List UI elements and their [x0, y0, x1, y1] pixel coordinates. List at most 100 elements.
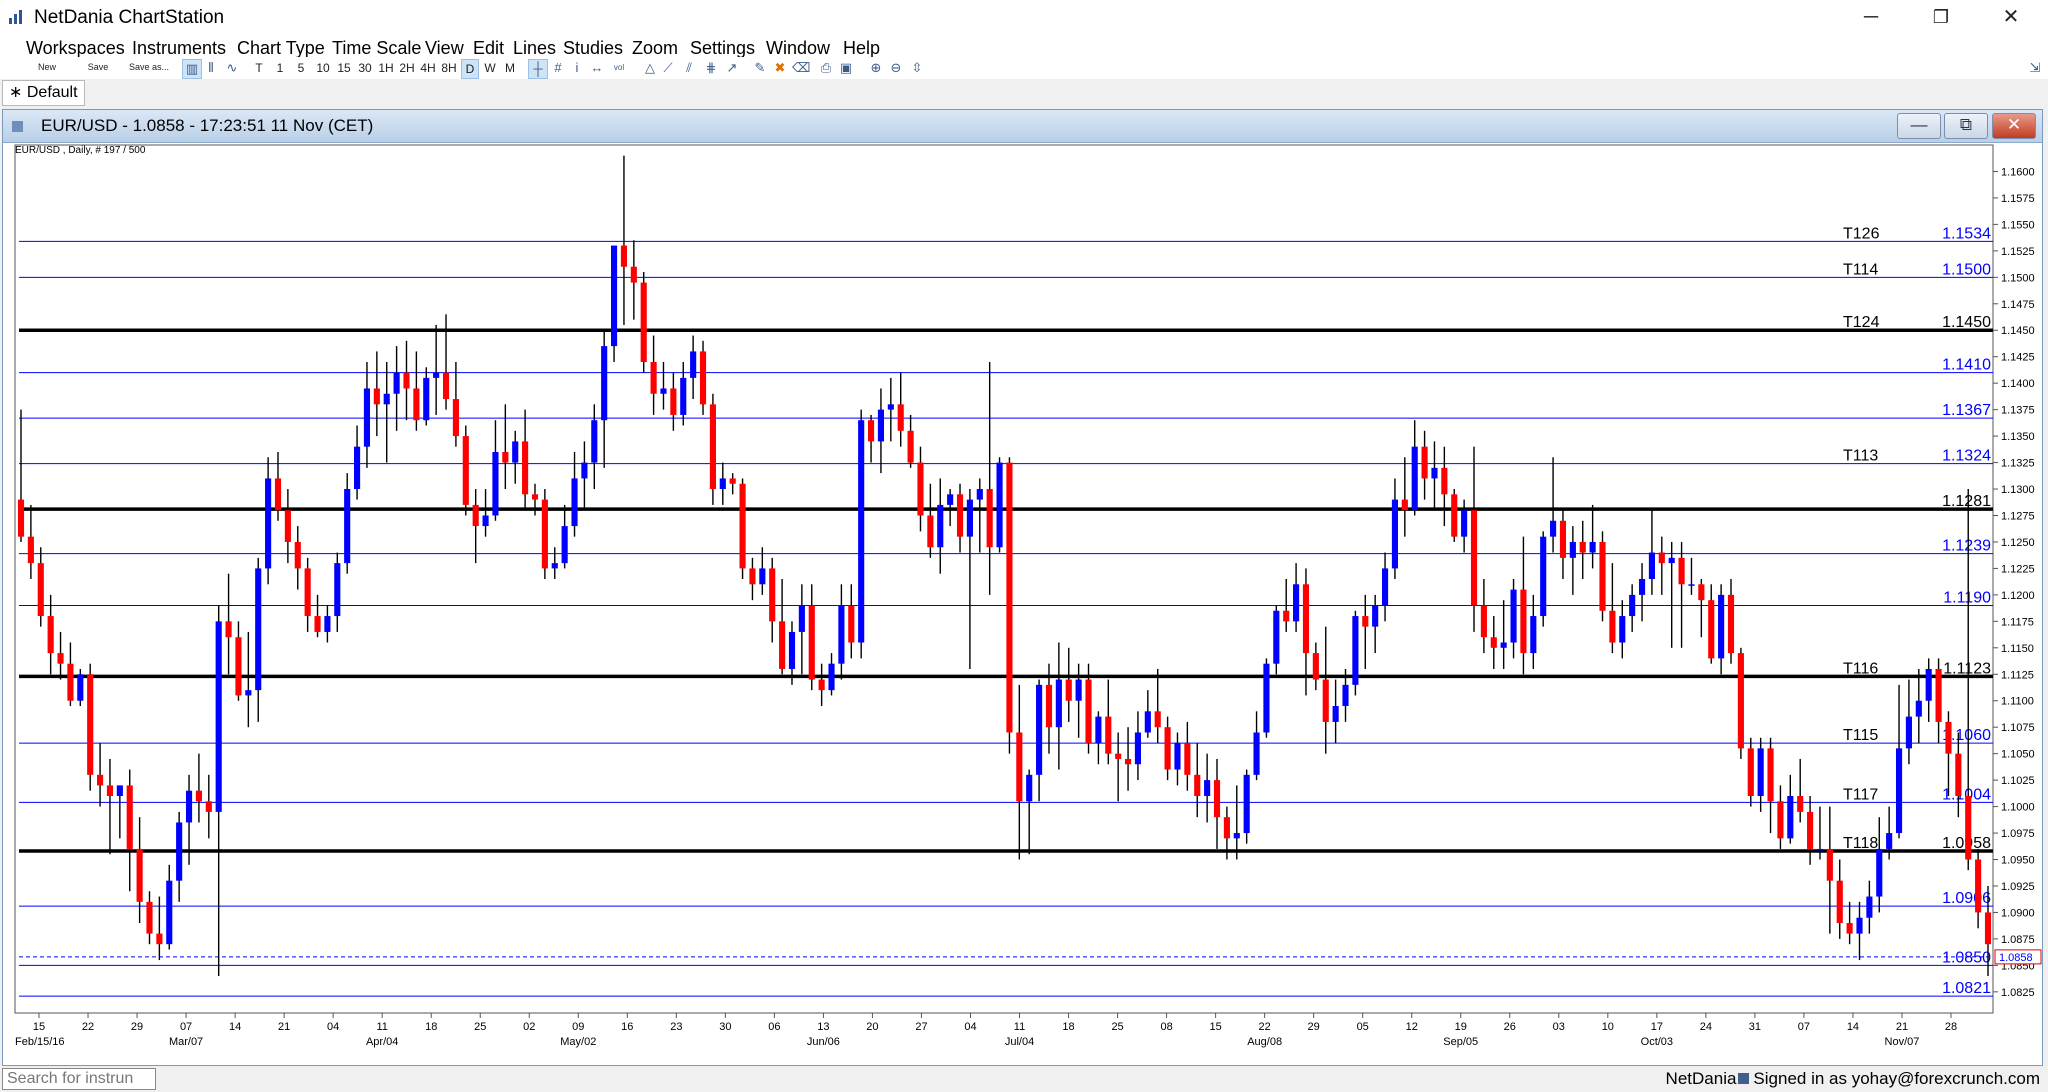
pencil-icon[interactable]: ✎: [754, 60, 766, 75]
menu-help[interactable]: Help: [843, 38, 881, 58]
menu-workspaces[interactable]: Workspaces: [26, 38, 125, 58]
candle-body: [1589, 541, 1596, 553]
eraser-icon[interactable]: ⌫: [792, 60, 811, 75]
save-as-button[interactable]: Save as...: [128, 62, 170, 72]
candle-body: [1777, 801, 1784, 839]
timescale-w[interactable]: W: [484, 61, 496, 75]
candle-body: [769, 568, 776, 622]
x-tick-label: 18: [1062, 1021, 1074, 1033]
delete-icon[interactable]: ✖: [774, 60, 786, 75]
menu-instruments[interactable]: Instruments: [132, 38, 227, 58]
chart-minimize-icon[interactable]: —: [1897, 113, 1941, 139]
bar-chart-icon[interactable]: ▥: [182, 59, 202, 79]
candle-body: [1441, 467, 1448, 495]
menu-window[interactable]: Window: [766, 38, 831, 58]
fibonacci-icon[interactable]: ⋕: [705, 60, 717, 75]
candle-body: [1451, 494, 1458, 537]
close-icon[interactable]: ✕: [2002, 6, 2020, 28]
menu-settings[interactable]: Settings: [690, 38, 756, 58]
channel-icon[interactable]: ⫽: [686, 60, 692, 75]
minimize-icon[interactable]: ─: [1863, 6, 1879, 28]
timescale-1h[interactable]: 1H: [378, 61, 394, 75]
zoom-out-icon[interactable]: ⊖: [890, 60, 902, 75]
tab-default[interactable]: ∗ Default: [2, 80, 85, 106]
y-tick-label: 1.1200: [2001, 590, 2035, 602]
timescale-5[interactable]: 5: [297, 61, 305, 75]
candle-body: [670, 388, 677, 415]
zoom-in-icon[interactable]: ⊕: [870, 60, 882, 75]
candle-body: [502, 451, 509, 463]
save-button[interactable]: Save: [87, 62, 109, 72]
menu-edit[interactable]: Edit: [473, 38, 505, 58]
restore-icon[interactable]: ❐: [1932, 7, 1950, 27]
print-icon[interactable]: ⎙: [820, 60, 832, 75]
candle-body: [413, 388, 420, 421]
candle-body: [1905, 716, 1912, 749]
trendline-icon[interactable]: ⟋: [663, 60, 673, 75]
arrows-icon[interactable]: ↔: [590, 60, 604, 75]
new-button[interactable]: New: [37, 62, 56, 72]
bell-icon[interactable]: △: [645, 60, 655, 75]
timescale-t[interactable]: T: [255, 61, 263, 75]
candle-body: [660, 388, 667, 394]
timescale-d[interactable]: D: [461, 59, 479, 79]
candle-body: [215, 621, 222, 812]
timescale-10[interactable]: 10: [316, 61, 330, 75]
toolbar-overflow-icon[interactable]: ⇲: [2029, 60, 2041, 75]
menu-studies[interactable]: Studies: [563, 38, 624, 58]
print-preview-icon[interactable]: ▣: [839, 60, 853, 75]
x-month-label: Aug/08: [1247, 1036, 1282, 1048]
timescale-15[interactable]: 15: [337, 61, 351, 75]
candle-body: [1431, 467, 1438, 479]
candle-body: [907, 430, 914, 463]
grid-icon[interactable]: #: [554, 60, 562, 75]
chart-restore-icon[interactable]: ⧉: [1944, 113, 1988, 139]
info-icon[interactable]: i: [575, 60, 579, 75]
x-tick-label: 10: [1602, 1021, 1614, 1033]
x-tick-label: 24: [1700, 1021, 1712, 1033]
menu-time-scale[interactable]: Time Scale: [332, 38, 422, 58]
menu-chart-type[interactable]: Chart Type: [237, 38, 325, 58]
menu-bar: Workspaces Instruments Chart Type Time S…: [0, 34, 2048, 58]
y-tick-label: 1.1425: [2001, 352, 2035, 364]
timescale-2h[interactable]: 2H: [399, 61, 415, 75]
timescale-1[interactable]: 1: [276, 61, 284, 75]
candle-body: [1322, 679, 1329, 722]
candle-body: [1381, 568, 1389, 606]
candle-body: [956, 494, 964, 537]
x-tick-label: 17: [1651, 1021, 1663, 1033]
y-tick-label: 1.1475: [2001, 299, 2035, 311]
crosshair-icon[interactable]: ┼: [528, 59, 548, 79]
x-tick-label: 06: [768, 1021, 780, 1033]
instrument-search-input[interactable]: Search for instrun: [2, 1068, 156, 1090]
candle-body: [1925, 668, 1932, 701]
line-chart-icon[interactable]: ∿: [226, 60, 238, 75]
menu-zoom[interactable]: Zoom: [632, 38, 679, 58]
candle-body: [729, 478, 736, 484]
candle-body: [887, 404, 894, 410]
timescale-m[interactable]: M: [505, 61, 515, 75]
candle-body: [57, 653, 64, 664]
chart-window-icon: [12, 121, 23, 132]
timescale-4h[interactable]: 4H: [420, 61, 436, 75]
cursor-icon[interactable]: ↗: [726, 60, 738, 75]
x-tick-label: 23: [670, 1021, 682, 1033]
candlestick-icon[interactable]: ⫴: [208, 60, 214, 75]
timescale-8h[interactable]: 8H: [441, 61, 457, 75]
x-tick-label: 25: [474, 1021, 486, 1033]
fit-icon[interactable]: ⇳: [911, 60, 923, 75]
timescale-30[interactable]: 30: [358, 61, 372, 75]
app-titlebar: NetDania ChartStation ─ ❐ ✕: [0, 0, 2048, 34]
candle-body: [1045, 684, 1053, 728]
menu-view[interactable]: View: [425, 38, 464, 58]
candle-body: [848, 605, 855, 643]
chart-window-titlebar[interactable]: EUR/USD - 1.0858 - 17:23:51 11 Nov (CET)…: [3, 110, 2042, 143]
volume-icon[interactable]: vol: [613, 63, 625, 72]
menu-lines[interactable]: Lines: [513, 38, 557, 58]
chart-close-icon[interactable]: ✕: [1992, 113, 2036, 139]
candle-body: [1421, 446, 1428, 479]
y-tick-label: 1.1275: [2001, 510, 2035, 522]
tab-pin-icon: ∗: [9, 84, 23, 101]
level-price-label: 1.1534: [1942, 225, 1991, 242]
price-chart[interactable]: EUR/USD , Daily, # 197 / 500 1.1534 T126 1…: [3, 143, 2042, 1064]
